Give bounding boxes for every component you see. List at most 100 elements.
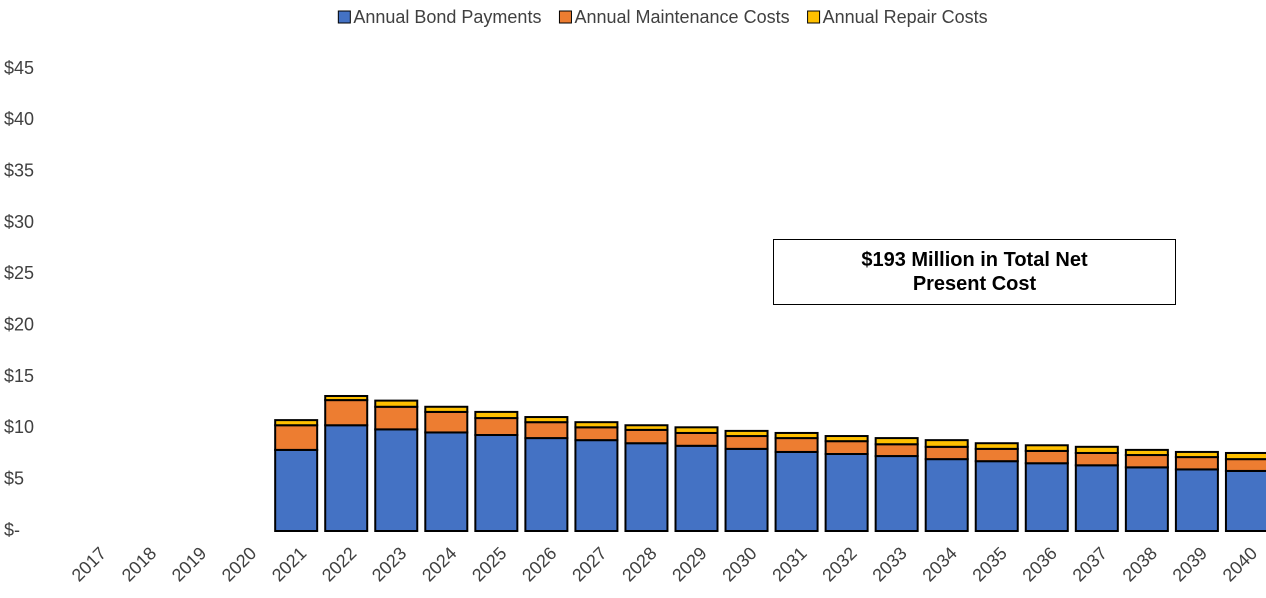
legend-swatch bbox=[337, 10, 351, 24]
y-tick-label: $15 bbox=[4, 366, 34, 386]
bar-segment bbox=[574, 439, 619, 533]
bar-segment bbox=[824, 435, 869, 443]
bar-segment bbox=[824, 440, 869, 455]
x-tick-label: 2029 bbox=[668, 543, 710, 585]
bar-segment bbox=[674, 426, 719, 434]
x-tick-label: 2024 bbox=[418, 543, 460, 585]
legend-label: Annual Bond Payments bbox=[353, 7, 541, 27]
bar-segment bbox=[1124, 454, 1169, 469]
x-tick-label: 2036 bbox=[1019, 543, 1061, 585]
bar-segment bbox=[1174, 450, 1219, 459]
bar-segment bbox=[774, 431, 819, 440]
bar-segment bbox=[1024, 462, 1069, 532]
x-tick-label: 2034 bbox=[918, 543, 960, 585]
x-tick-label: 2027 bbox=[568, 543, 610, 585]
bar-segment bbox=[324, 394, 369, 402]
bar-segment bbox=[1224, 458, 1266, 472]
bar-segment bbox=[724, 447, 769, 532]
bar-segment bbox=[274, 424, 319, 451]
bar-segment bbox=[324, 424, 369, 532]
x-tick-label: 2035 bbox=[968, 543, 1010, 585]
bar-segment bbox=[824, 453, 869, 532]
bar-segment bbox=[424, 410, 469, 434]
x-tick-label: 2030 bbox=[718, 543, 760, 585]
bar-segment bbox=[574, 421, 619, 429]
annotation: $193 Million in Total Net Present Cost bbox=[773, 239, 1176, 305]
bar-segment bbox=[274, 448, 319, 533]
bar-segment bbox=[974, 442, 1019, 450]
bar-segment bbox=[624, 442, 669, 532]
legend-item: Annual Maintenance Costs bbox=[558, 7, 790, 27]
y-tick-label: $35 bbox=[4, 160, 34, 180]
x-tick-label: 2031 bbox=[768, 543, 810, 585]
x-tick-label: 2038 bbox=[1119, 543, 1161, 585]
bar-segment bbox=[374, 399, 419, 408]
bar-segment bbox=[1074, 451, 1119, 467]
x-tick-label: 2019 bbox=[168, 543, 210, 585]
x-tick-label: 2017 bbox=[68, 543, 110, 585]
x-tick-label: 2032 bbox=[818, 543, 860, 585]
x-tick-label: 2037 bbox=[1069, 543, 1111, 585]
x-tick-label: 2023 bbox=[368, 543, 410, 585]
bar-segment bbox=[1074, 464, 1119, 532]
bar-segment bbox=[1124, 466, 1169, 533]
bar-segment bbox=[424, 431, 469, 532]
legend-item: Annual Repair Costs bbox=[807, 7, 988, 27]
bar-segment bbox=[624, 424, 669, 431]
bar-segment bbox=[1074, 445, 1119, 454]
y-tick-label: $40 bbox=[4, 109, 34, 129]
legend-label: Annual Maintenance Costs bbox=[574, 7, 789, 27]
bar-segment bbox=[1174, 468, 1219, 532]
x-tick-label: 2022 bbox=[318, 543, 360, 585]
bar-segment bbox=[674, 431, 719, 447]
bar-segment bbox=[524, 416, 569, 424]
y-tick-label: $30 bbox=[4, 212, 34, 232]
y-tick-label: $10 bbox=[4, 417, 34, 437]
bar-segment bbox=[924, 439, 969, 448]
x-tick-label: 2040 bbox=[1219, 543, 1261, 585]
x-tick-label: 2026 bbox=[518, 543, 560, 585]
bar-segment bbox=[724, 429, 769, 438]
bar-segment bbox=[774, 437, 819, 453]
legend-label: Annual Repair Costs bbox=[823, 7, 988, 27]
x-tick-label: 2020 bbox=[218, 543, 260, 585]
x-tick-label: 2018 bbox=[118, 543, 160, 585]
bar-segment bbox=[474, 434, 519, 532]
x-tick-label: 2025 bbox=[468, 543, 510, 585]
bar-segment bbox=[474, 417, 519, 437]
bar-segment bbox=[1024, 449, 1069, 465]
bar-segment bbox=[674, 444, 719, 532]
y-tick-label: $20 bbox=[4, 314, 34, 334]
bar-segment bbox=[924, 458, 969, 532]
legend-swatch bbox=[807, 10, 821, 24]
bar-segment bbox=[1174, 456, 1219, 471]
legend-item: Annual Bond Payments bbox=[337, 7, 541, 27]
bar-segment bbox=[774, 450, 819, 532]
y-tick-label: $5 bbox=[4, 468, 24, 488]
legend-swatch bbox=[558, 10, 572, 24]
y-tick-label: $45 bbox=[4, 58, 34, 78]
bar-segment bbox=[1224, 469, 1266, 533]
bar-segment bbox=[374, 405, 419, 431]
bar-segment bbox=[424, 405, 469, 413]
bar-segment bbox=[1024, 444, 1069, 452]
y-tick-label: $- bbox=[4, 520, 20, 540]
bar-segment bbox=[1124, 448, 1169, 457]
bar-segment bbox=[474, 410, 519, 420]
bar-segment bbox=[974, 460, 1019, 533]
bar-segment bbox=[624, 428, 669, 445]
bar-segment bbox=[574, 426, 619, 442]
bar-segment bbox=[874, 437, 919, 446]
bar-segment bbox=[874, 455, 919, 533]
bar-segment bbox=[524, 437, 569, 532]
bar-segment bbox=[974, 447, 1019, 463]
x-tick-label: 2039 bbox=[1169, 543, 1211, 585]
bar-segment bbox=[1224, 451, 1266, 461]
bar-segment bbox=[324, 399, 369, 427]
bar-segment bbox=[374, 428, 419, 532]
x-tick-label: 2021 bbox=[268, 543, 310, 585]
bar-segment bbox=[274, 419, 319, 427]
bar-segment bbox=[724, 435, 769, 450]
